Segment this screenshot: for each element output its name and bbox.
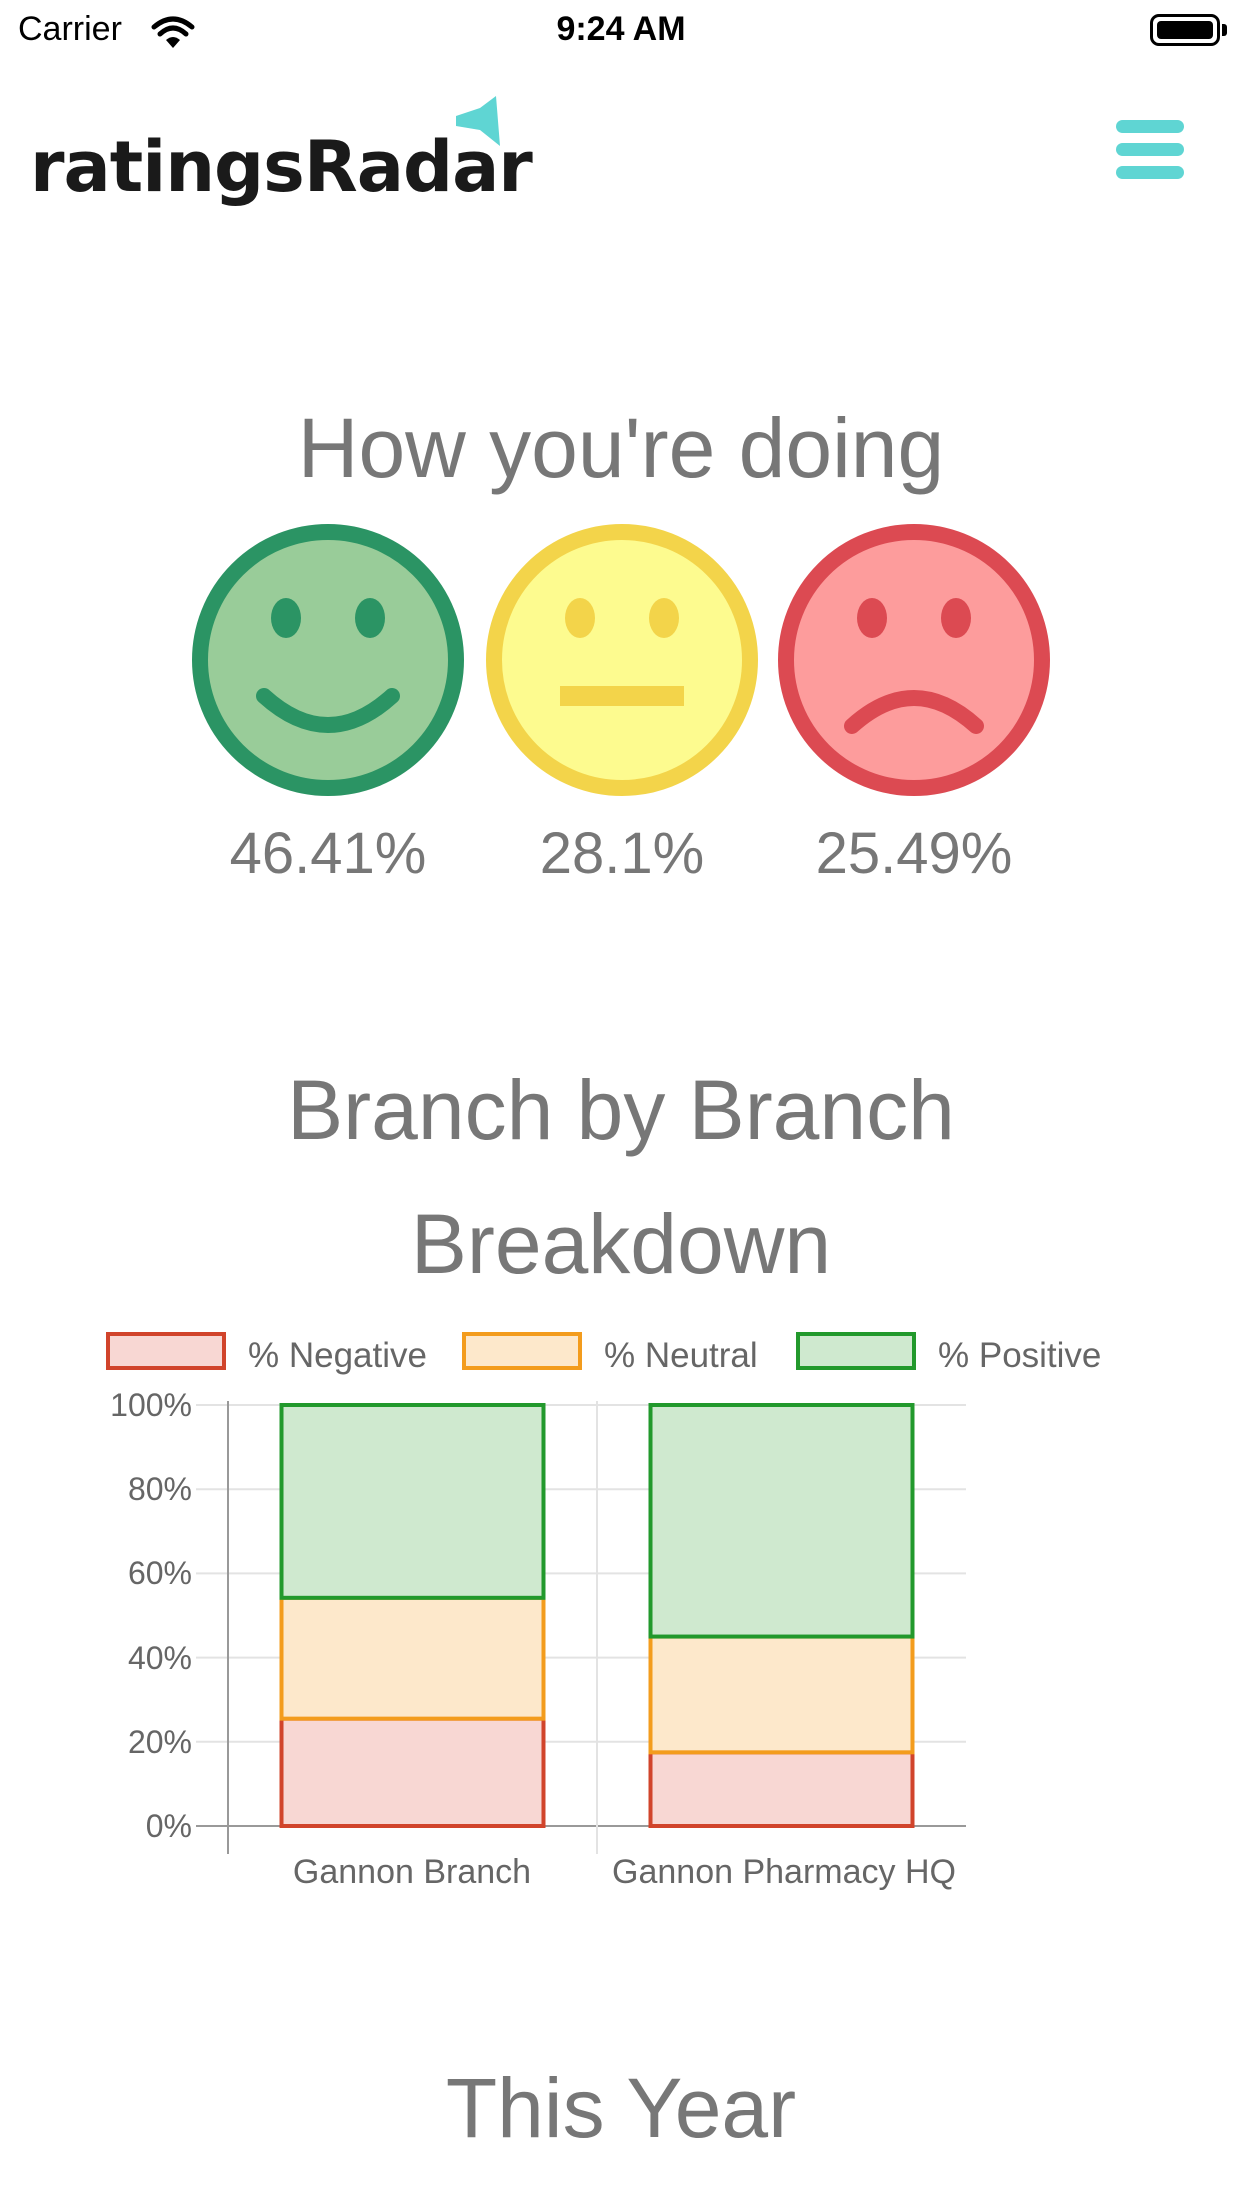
legend-swatch-negative[interactable] [106,1332,226,1370]
neutral-face-icon [486,524,758,796]
x-tick-gannon-branch: Gannon Branch [292,1853,532,1891]
legend-swatch-positive[interactable] [796,1332,916,1370]
battery-tip [1222,24,1227,36]
bar-positive-0[interactable] [279,1403,546,1600]
negative-percent: 25.49% [815,821,1013,886]
breakdown-title-line2: Breakdown [410,1197,832,1291]
this-year-title: This Year [445,2061,797,2155]
battery-icon [1150,14,1220,46]
legend-label-positive[interactable]: % Positive [938,1336,1102,1375]
wifi-icon [151,16,195,48]
neutral-percent: 28.1% [539,821,705,886]
summary-title: How you're doing [297,401,945,495]
stacked-bar-chart [196,1401,966,1854]
bar-neutral-0[interactable] [279,1595,546,1721]
y-tick-80: 80% [127,1471,192,1507]
happy-face-icon [192,524,464,796]
sad-face-icon [778,524,1050,796]
bar-neutral-1[interactable] [648,1634,915,1755]
x-tick-gannon-pharmacy-hq: Gannon Pharmacy HQ [612,1853,956,1891]
y-tick-60: 60% [127,1555,192,1591]
bar-positive-1[interactable] [648,1403,915,1639]
megaphone-icon [456,96,500,146]
legend-label-negative[interactable]: % Negative [248,1336,427,1375]
positive-percent: 46.41% [229,821,427,886]
app-logo: ratingsRadar [30,126,533,208]
legend-label-neutral[interactable]: % Neutral [604,1336,758,1375]
legend-swatch-neutral[interactable] [462,1332,582,1370]
hamburger-menu-icon[interactable] [1116,118,1186,184]
status-carrier: Carrier [18,10,122,48]
y-tick-100: 100% [110,1387,192,1423]
status-time: 9:24 AM [556,10,686,48]
y-tick-20: 20% [127,1724,192,1760]
bar-negative-0[interactable] [279,1716,546,1829]
breakdown-title-line1: Branch by Branch [287,1063,955,1157]
y-tick-40: 40% [127,1640,192,1676]
y-tick-0: 0% [145,1808,192,1844]
bar-negative-1[interactable] [648,1750,915,1828]
